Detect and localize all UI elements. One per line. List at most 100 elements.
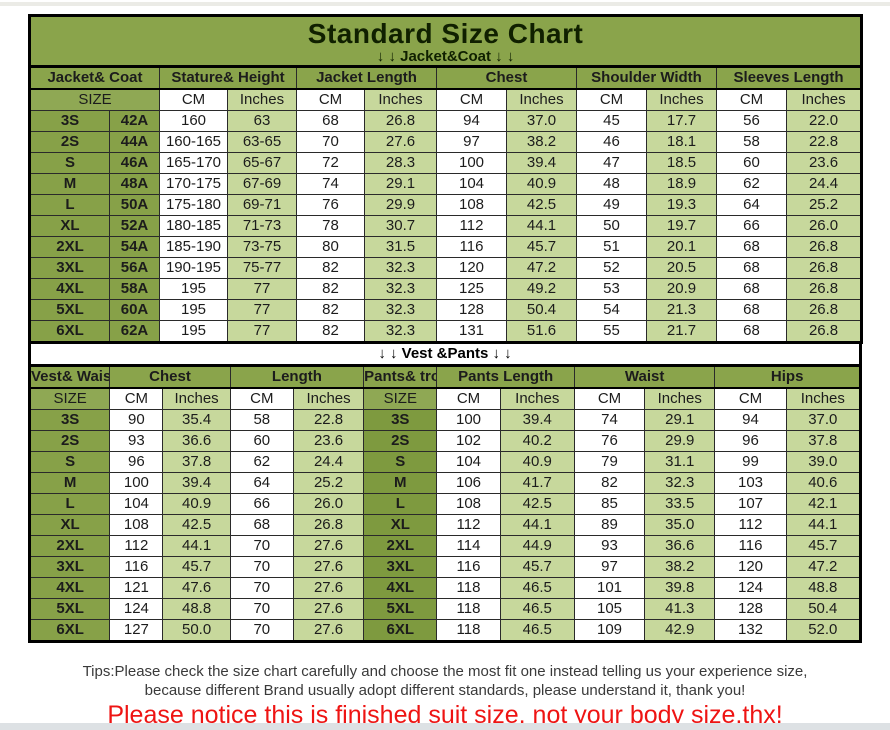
jacket-length-cm-cell: 68 [296, 110, 365, 133]
shoulder-cm-cell: 48 [576, 173, 647, 196]
table-row: 2XL 112 44.1 70 27.6 2XL 114 44.9 93 36.6 116 45.7 [28, 535, 862, 558]
chest-cm-cell: 128 [436, 299, 507, 322]
size-cell: 3XL [363, 556, 438, 579]
pants-length-inches-cell: 40.2 [499, 430, 575, 453]
chest-cm-cell: 108 [109, 514, 164, 537]
table-row: 3S 90 35.4 58 22.8 3S 100 39.4 74 29.1 94 37.0 [28, 409, 862, 432]
shoulder-cm-cell: 49 [576, 194, 647, 217]
length-inches-cell: 27.6 [292, 577, 365, 600]
chest-inches-cell: 37.0 [506, 110, 577, 133]
waist-inches-cell: 36.6 [644, 535, 716, 558]
stature-cm-cell: 195 [159, 299, 228, 322]
shoulder-cm-cell: 50 [576, 215, 647, 238]
waist-inches-cell: 42.9 [644, 619, 716, 643]
sleeves-cm-cell: 66 [716, 215, 787, 238]
chest-inches-cell: 47.6 [162, 577, 231, 600]
sleeves-inches-cell: 26.8 [785, 320, 863, 344]
size-code-cell: 62A [109, 320, 160, 344]
hips-inches-cell: 47.2 [785, 556, 862, 579]
hips-inches-cell: 50.4 [785, 598, 862, 621]
shoulder-inches-cell: 18.5 [646, 152, 717, 175]
table-row: XL 52A 180-185 71-73 78 30.7 112 44.1 50 19.7 66 26… [29, 215, 863, 238]
waist-inches-cell: 29.9 [644, 430, 716, 453]
unit-cm-label: CM [229, 387, 294, 411]
shoulder-inches-cell: 19.3 [646, 194, 717, 217]
chest-cm-cell: 104 [436, 173, 507, 196]
jacket-length-cm-cell: 72 [296, 152, 365, 175]
table-row: XL 108 42.5 68 26.8 XL 112 44.1 89 35.0 112 44.1 [28, 514, 862, 537]
hips-cm-cell: 94 [714, 409, 787, 432]
waist-cm-cell: 89 [573, 514, 646, 537]
chest-cm-cell: 97 [436, 131, 507, 154]
jacket-length-cm-cell: 80 [296, 236, 365, 259]
header-vest-waistcoat: Vest& Waistcoat [28, 365, 111, 390]
length-cm-cell: 70 [229, 535, 294, 558]
table-row: 3XL 116 45.7 70 27.6 3XL 116 45.7 97 38.2 120 47.2 [28, 556, 862, 579]
vest-pants-section-label: ↓ ↓ Vest &Pants ↓ ↓ [28, 344, 862, 365]
table-row: L 50A 175-180 69-71 76 29.9 108 42.5 49 19.3 64 25.… [29, 194, 863, 217]
header-jacket-coat: Jacket& Coat [29, 66, 160, 91]
pants-length-cm-cell: 102 [436, 430, 501, 453]
header-jacket-length: Jacket Length [296, 66, 437, 91]
waist-inches-cell: 39.8 [644, 577, 716, 600]
hips-cm-cell: 96 [714, 430, 787, 453]
pants-length-cm-cell: 104 [436, 451, 501, 474]
size-cell: M [29, 173, 110, 196]
size-cell: 5XL [363, 598, 438, 621]
chest-inches-cell: 47.2 [506, 257, 577, 280]
jacket-length-inches-cell: 32.3 [364, 257, 437, 280]
chest-cm-cell: 96 [109, 451, 164, 474]
page-title: Standard Size Chart [307, 18, 584, 49]
unit-cm-label: CM [296, 88, 365, 112]
pants-length-inches-cell: 46.5 [499, 619, 575, 643]
size-cell: 3XL [29, 257, 110, 280]
pants-length-cm-cell: 118 [436, 598, 501, 621]
shoulder-inches-cell: 17.7 [646, 110, 717, 133]
size-code-cell: 60A [109, 299, 160, 322]
chest-inches-cell: 45.7 [506, 236, 577, 259]
size-cell: 2S [363, 430, 438, 453]
length-cm-cell: 60 [229, 430, 294, 453]
unit-cm-label: CM [573, 387, 646, 411]
unit-size-label: SIZE [29, 88, 160, 112]
shoulder-cm-cell: 52 [576, 257, 647, 280]
shoulder-inches-cell: 21.7 [646, 320, 717, 344]
table-row: 2XL 54A 185-190 73-75 80 31.5 116 45.7 51 20.1 68 2… [29, 236, 863, 259]
waist-inches-cell: 38.2 [644, 556, 716, 579]
jacket-length-cm-cell: 82 [296, 320, 365, 344]
shoulder-inches-cell: 20.9 [646, 278, 717, 301]
jacket-length-inches-cell: 29.1 [364, 173, 437, 196]
sleeves-inches-cell: 25.2 [785, 194, 863, 217]
header-vest-length: Length [229, 365, 365, 390]
waist-inches-cell: 29.1 [644, 409, 716, 432]
size-cell: 3S [28, 409, 111, 432]
header-vest-chest: Chest [109, 365, 231, 390]
length-cm-cell: 58 [229, 409, 294, 432]
jacket-coat-table: Standard Size Chart ↓ ↓ Jacket&Coat ↓ ↓ … [28, 14, 864, 345]
unit-cm-label: CM [716, 88, 787, 112]
pants-length-cm-cell: 118 [436, 577, 501, 600]
size-cell: 2XL [29, 236, 110, 259]
sleeves-cm-cell: 64 [716, 194, 787, 217]
size-cell: 4XL [29, 278, 110, 301]
pants-length-inches-cell: 40.9 [499, 451, 575, 474]
chest-inches-cell: 42.5 [506, 194, 577, 217]
chest-inches-cell: 38.2 [506, 131, 577, 154]
table-row: M 48A 170-175 67-69 74 29.1 104 40.9 48 18.9 62 24.… [29, 173, 863, 196]
stature-cm-cell: 160-165 [159, 131, 228, 154]
size-cell: S [29, 152, 110, 175]
jacket-length-cm-cell: 82 [296, 257, 365, 280]
unit-cm-label: CM [109, 387, 164, 411]
shoulder-inches-cell: 18.1 [646, 131, 717, 154]
waist-cm-cell: 79 [573, 451, 646, 474]
header-shoulder-width: Shoulder Width [576, 66, 717, 91]
chest-cm-cell: 90 [109, 409, 164, 432]
size-cell: M [28, 472, 111, 495]
size-cell: L [28, 493, 111, 516]
chest-inches-cell: 44.1 [506, 215, 577, 238]
sleeves-cm-cell: 58 [716, 131, 787, 154]
sleeves-inches-cell: 22.0 [785, 110, 863, 133]
shoulder-inches-cell: 18.9 [646, 173, 717, 196]
unit-inches-label: Inches [162, 387, 231, 411]
stature-cm-cell: 165-170 [159, 152, 228, 175]
